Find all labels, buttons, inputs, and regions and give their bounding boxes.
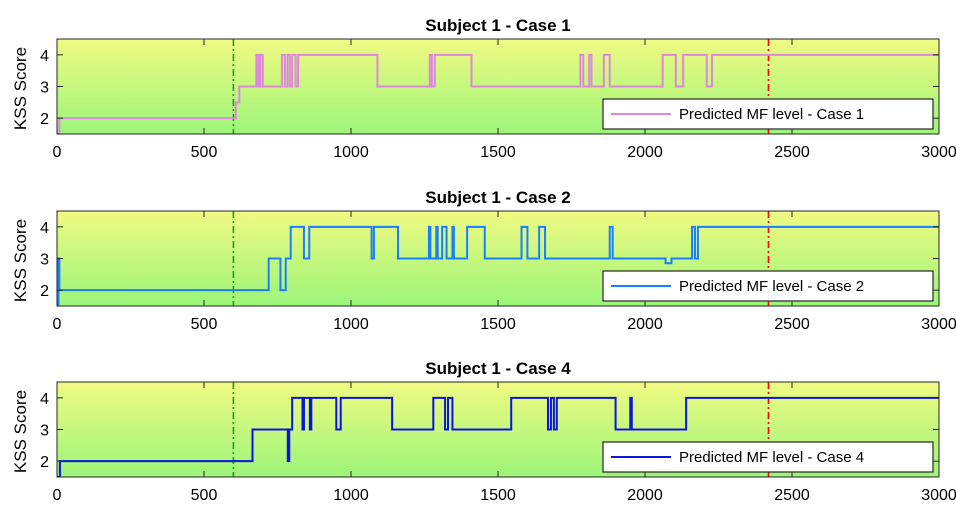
y-tick-label: 2 xyxy=(40,111,49,128)
x-tick-label: 500 xyxy=(191,316,218,333)
y-tick-label: 4 xyxy=(40,48,49,65)
y-tick-label: 3 xyxy=(40,423,49,440)
y-tick-label: 4 xyxy=(40,391,49,408)
legend: Predicted MF level - Case 4 xyxy=(602,441,934,473)
x-tick-label: 3000 xyxy=(921,487,956,504)
legend: Predicted MF level - Case 1 xyxy=(602,98,934,130)
x-tick-label: 2000 xyxy=(627,487,663,504)
chart-title: Subject 1 - Case 2 xyxy=(425,188,571,207)
y-axis-label: KSS Score xyxy=(11,219,30,302)
x-tick-label: 0 xyxy=(53,316,62,333)
x-tick-label: 1500 xyxy=(480,144,516,161)
series-line-1 xyxy=(57,396,939,477)
x-tick-label: 3000 xyxy=(921,144,956,161)
x-tick-label: 2000 xyxy=(627,144,663,161)
x-tick-label: 1000 xyxy=(333,316,369,333)
panel-3: Subject 1 - Case 4 KSS Score 0 500 1000 1500 2… xyxy=(11,359,956,504)
x-tick-label: 2500 xyxy=(774,144,810,161)
x-tick-label: 2000 xyxy=(627,316,663,333)
x-tick-label: 2500 xyxy=(774,487,810,504)
y-tick-label: 3 xyxy=(40,252,49,269)
chart-title: Subject 1 - Case 1 xyxy=(425,16,571,35)
chart-title: Subject 1 - Case 4 xyxy=(425,359,571,378)
series-line-1 xyxy=(57,53,939,134)
x-tick-label: 500 xyxy=(191,487,218,504)
x-tick-label: 500 xyxy=(191,144,218,161)
legend-label: Predicted MF level - Case 1 xyxy=(679,106,864,123)
x-tick-label: 1000 xyxy=(333,144,369,161)
legend-label: Predicted MF level - Case 4 xyxy=(679,449,864,466)
series-line-1 xyxy=(57,225,939,306)
x-tick-label: 1000 xyxy=(333,487,369,504)
y-tick-label: 2 xyxy=(40,283,49,300)
y-axis-label: KSS Score xyxy=(11,47,30,130)
panel-1: Subject 1 - Case 1 KSS Score 0 500 1000 1500 2… xyxy=(11,16,956,161)
y-tick-label: 2 xyxy=(40,454,49,471)
x-tick-label: 0 xyxy=(53,487,62,504)
y-tick-label: 3 xyxy=(40,80,49,97)
x-tick-label: 1500 xyxy=(480,316,516,333)
panel-2: Subject 1 - Case 2 KSS Score 0 500 1000 1500 2… xyxy=(11,188,956,333)
legend-label: Predicted MF level - Case 2 xyxy=(679,278,864,295)
y-axis-label: KSS Score xyxy=(11,390,30,473)
legend-box xyxy=(602,98,934,130)
x-tick-label: 0 xyxy=(53,144,62,161)
x-tick-label: 2500 xyxy=(774,316,810,333)
y-tick-label: 4 xyxy=(40,220,49,237)
x-tick-label: 3000 xyxy=(921,316,956,333)
legend: Predicted MF level - Case 2 xyxy=(602,270,934,302)
x-tick-label: 1500 xyxy=(480,487,516,504)
